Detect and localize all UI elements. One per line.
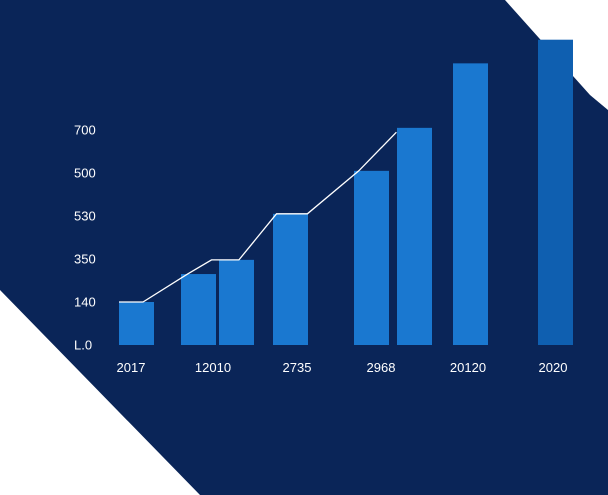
bar-6 — [397, 127, 432, 345]
x-axis-ticks: 2017 12010 2735 2968 20120 2020 — [117, 360, 568, 375]
y-tick-label: 350 — [74, 252, 96, 267]
y-tick-label: 500 — [74, 166, 96, 181]
trend-line — [119, 131, 397, 303]
bar-7 — [453, 63, 488, 345]
bar-5 — [354, 170, 389, 345]
y-tick-label: 140 — [74, 295, 96, 310]
y-tick-label: 530 — [74, 209, 96, 224]
x-tick-label: 2968 — [367, 360, 396, 375]
bars-layer — [119, 39, 573, 345]
bar-3 — [219, 259, 254, 345]
x-tick-label: 2017 — [117, 360, 146, 375]
bar-2 — [181, 274, 216, 345]
bar-8 — [538, 39, 573, 345]
y-tick-label: 700 — [74, 123, 96, 138]
bar-4 — [273, 213, 308, 345]
bar-1 — [119, 302, 154, 345]
y-tick-label: L.0 — [74, 338, 92, 353]
x-tick-label: 12010 — [195, 360, 231, 375]
x-tick-label: 2735 — [283, 360, 312, 375]
x-tick-label: 20120 — [450, 360, 486, 375]
y-axis-ticks: L.0 140 350 530 500 700 — [74, 123, 96, 353]
x-tick-label: 2020 — [539, 360, 568, 375]
